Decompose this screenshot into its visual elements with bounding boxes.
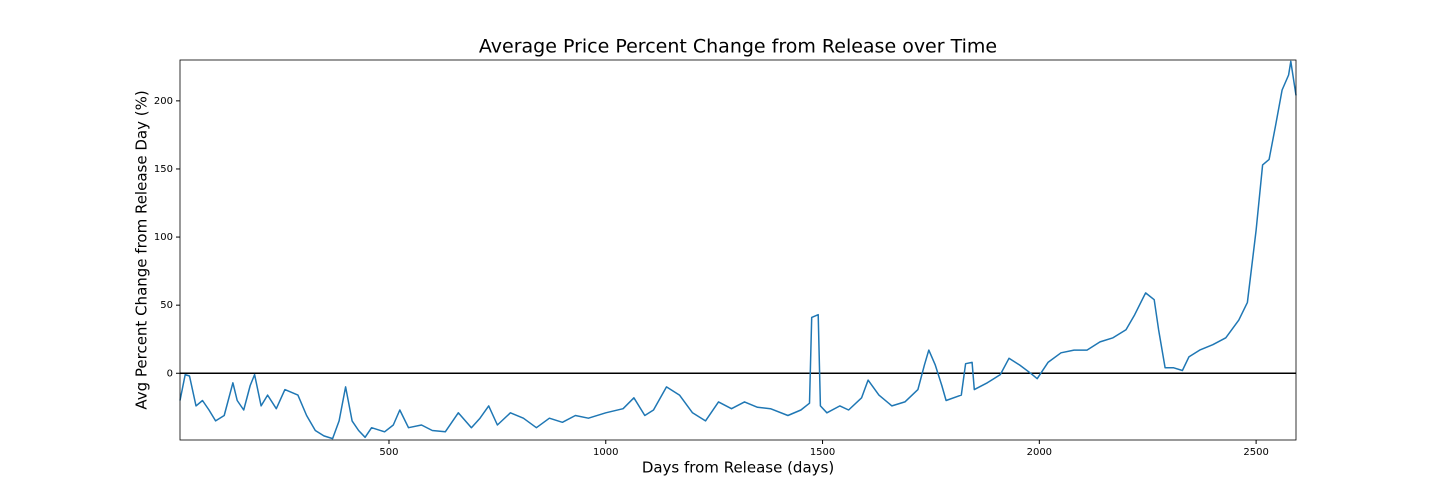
y-tick-label: 100 [154, 232, 173, 243]
y-axis-label: Avg Percent Change from Release Day (%) [133, 90, 151, 409]
x-tick-label: 1500 [810, 447, 835, 458]
plot-frame [179, 59, 1297, 441]
y-tick-label: 0 [167, 368, 173, 379]
x-tick-label: 1000 [593, 447, 618, 458]
y-tick-label: 50 [160, 300, 173, 311]
data-line [179, 60, 1297, 440]
x-tick-label: 500 [379, 447, 398, 458]
y-tick-label: 200 [154, 96, 173, 107]
x-tick-label: 2500 [1243, 447, 1268, 458]
x-tick-label: 2000 [1027, 447, 1052, 458]
y-tick-label: 150 [154, 164, 173, 175]
x-axis-label: Days from Release (days) [642, 459, 834, 477]
chart-title: Average Price Percent Change from Releas… [479, 36, 997, 58]
